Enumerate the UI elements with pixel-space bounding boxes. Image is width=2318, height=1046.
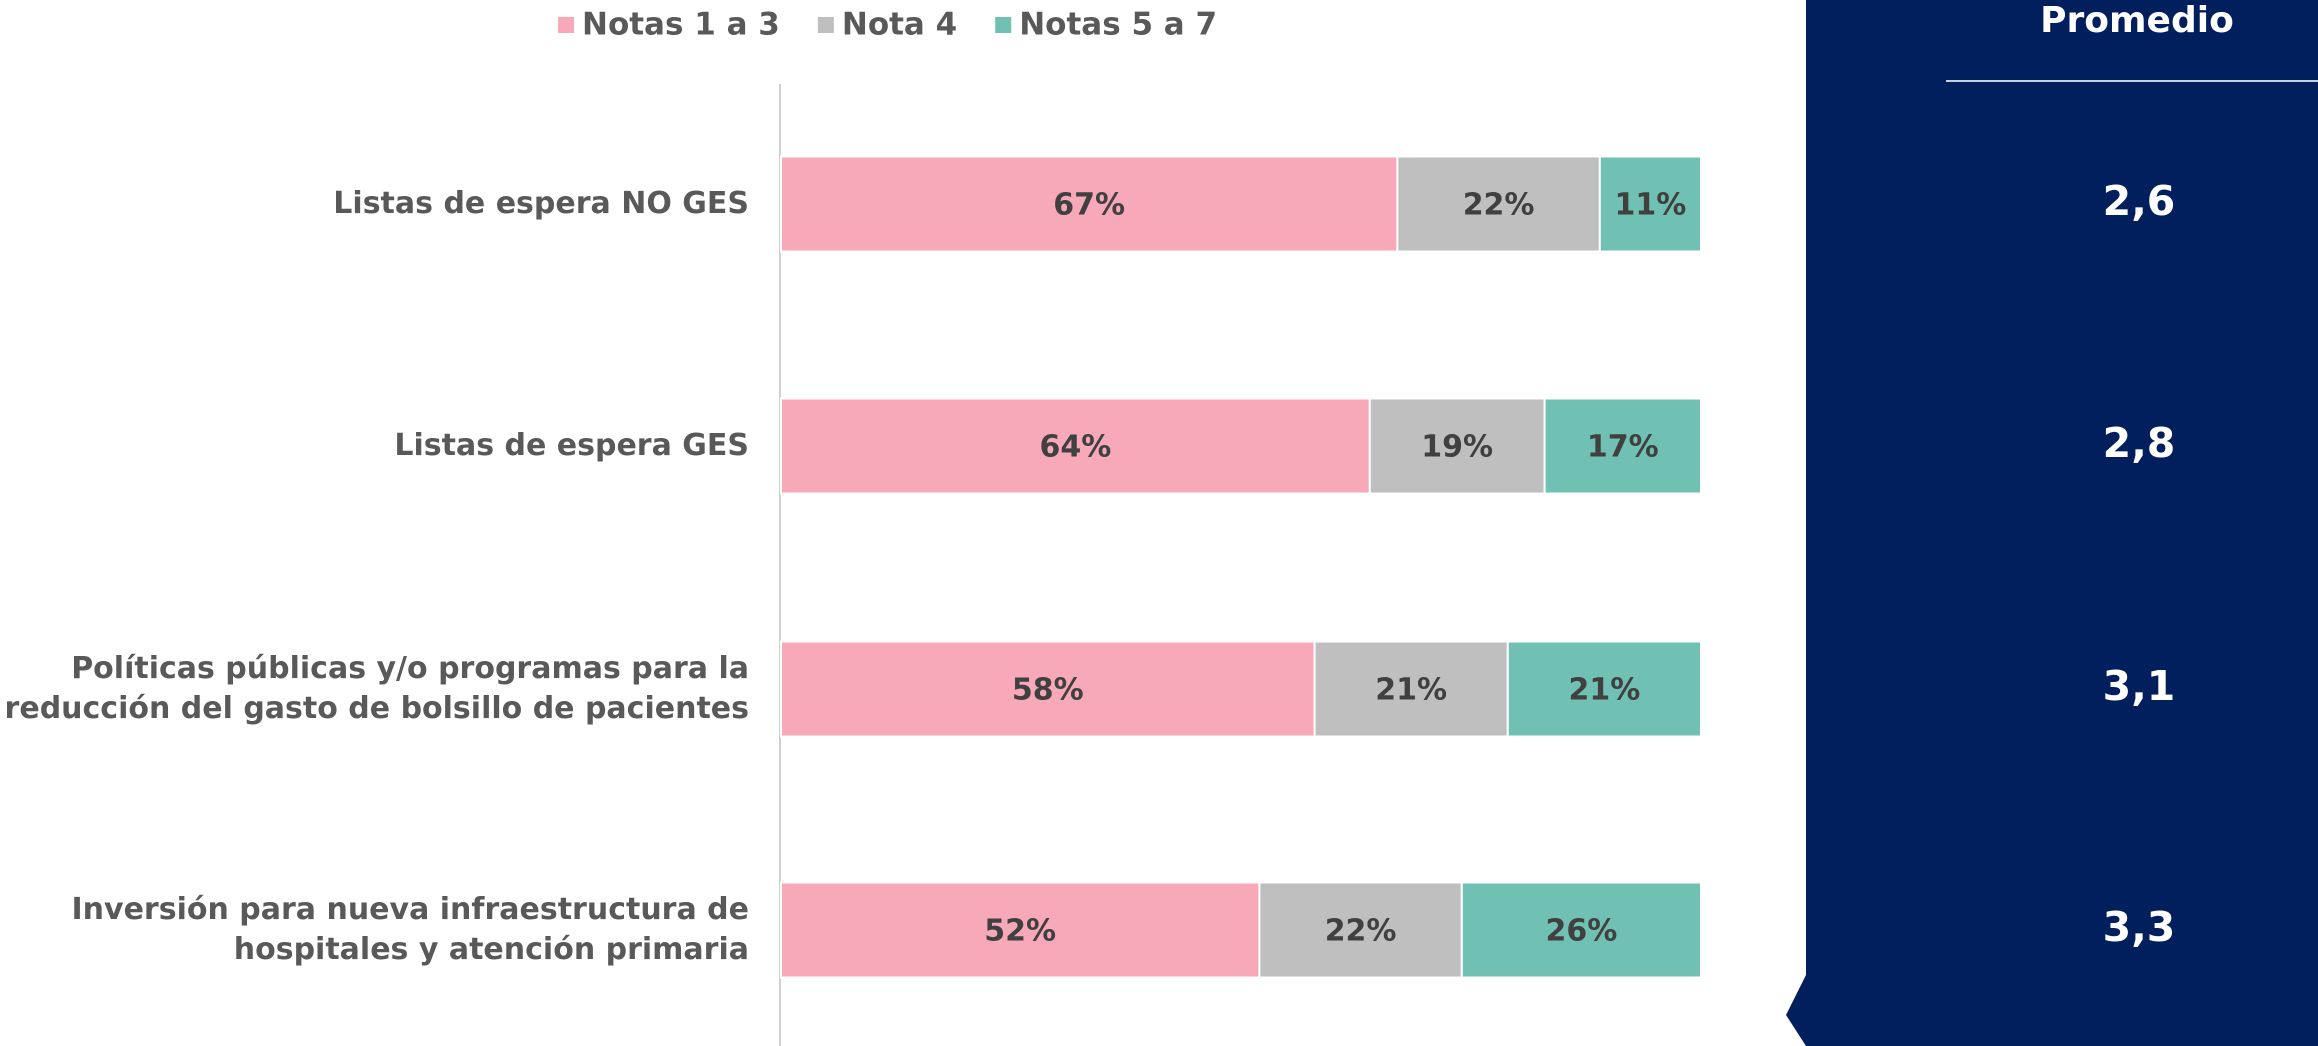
- average-panel: [1786, 0, 2318, 1046]
- legend-label: Notas 1 a 3: [582, 7, 780, 43]
- legend-swatch: [995, 17, 1012, 33]
- legend-swatch: [558, 17, 574, 33]
- average-title: Promedio: [2040, 0, 2234, 41]
- data-label: 22%: [1325, 914, 1397, 949]
- bar-segment: [1396, 155, 1601, 253]
- bar-segment: [1460, 881, 1703, 979]
- average-value: 3,1: [2103, 662, 2176, 710]
- data-label: 52%: [984, 914, 1056, 949]
- data-label: 64%: [1039, 430, 1111, 465]
- average-value: 2,8: [2103, 419, 2176, 467]
- bar-segment: [780, 881, 1261, 979]
- bar-segment: [1543, 397, 1702, 495]
- data-label: 67%: [1053, 188, 1125, 223]
- bar-segment: [780, 397, 1371, 495]
- data-label: 19%: [1421, 430, 1493, 465]
- legend-label: Nota 4: [842, 7, 957, 43]
- category-label: Listas de espera GES: [394, 428, 749, 463]
- bar-segment: [1598, 155, 1703, 253]
- legend-swatch: [817, 17, 834, 33]
- category-label: Inversión para nueva infraestructura de …: [71, 892, 750, 967]
- legend: Notas 1 a 3 Nota 4 Notas 5 a 7: [558, 7, 1217, 43]
- data-label: 26%: [1545, 914, 1617, 949]
- data-label: 17%: [1587, 430, 1659, 465]
- bar-segment: [780, 155, 1399, 253]
- category-label: Listas de espera NO GES: [333, 186, 749, 221]
- category-label: Políticas públicas y/o programas para la…: [4, 651, 749, 726]
- bar-segment: [1506, 640, 1703, 738]
- data-label: 11%: [1614, 188, 1686, 223]
- bar-segment: [1368, 397, 1546, 495]
- average-value: 2,6: [2103, 177, 2176, 225]
- data-label: 22%: [1463, 188, 1535, 223]
- average-value: 3,3: [2103, 903, 2176, 951]
- data-label: 21%: [1375, 673, 1447, 708]
- data-label: 58%: [1012, 673, 1084, 708]
- bar-segment: [780, 640, 1316, 738]
- legend-label: Notas 5 a 7: [1019, 7, 1217, 43]
- data-label: 21%: [1568, 673, 1640, 708]
